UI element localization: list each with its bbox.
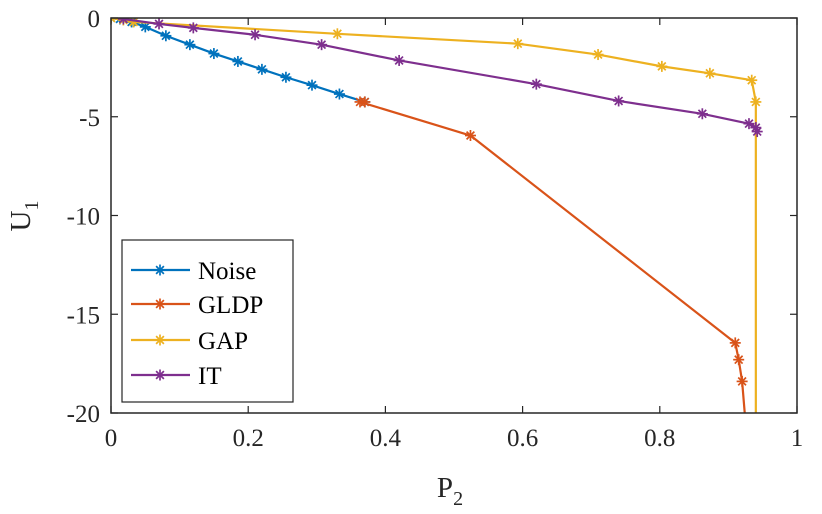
data-point-gldp	[733, 354, 745, 366]
x-tick-label: 0	[105, 425, 118, 452]
data-point-gldp	[354, 96, 366, 108]
data-point-it	[530, 78, 542, 90]
series-clip	[111, 18, 763, 413]
series-it	[117, 18, 763, 138]
data-point-gap	[746, 74, 758, 86]
ticks-layer: 0 0.2 0.4 0.6 0.8 1 0 -5 -10 -15 -20	[67, 6, 804, 452]
data-point-gap	[592, 49, 604, 61]
data-point-gap	[656, 60, 668, 72]
x-tick-label: 0.6	[507, 425, 538, 452]
data-point-it	[696, 108, 708, 120]
data-point-noise	[256, 63, 268, 75]
data-point-gap	[331, 28, 343, 40]
legend: Noise GLDP GAP IT	[121, 239, 294, 403]
data-point-it	[751, 126, 763, 138]
y-tick-label: -15	[67, 302, 100, 329]
data-point-it	[187, 22, 199, 34]
legend-item-noise: Noise	[131, 258, 256, 285]
x-tick-label: 0.4	[370, 425, 402, 452]
data-point-gap	[704, 67, 716, 79]
legend-marker-gap	[154, 334, 166, 346]
series-gldp	[354, 96, 748, 413]
data-point-noise	[306, 79, 318, 91]
data-point-gldp	[464, 130, 476, 142]
series-gap	[111, 18, 762, 413]
x-axis-label: P2	[437, 472, 463, 510]
legend-marker-noise	[154, 264, 166, 276]
y-tick-label: -10	[67, 204, 100, 231]
data-point-it	[117, 18, 129, 25]
legend-items: Noise GLDP GAP IT	[131, 258, 263, 390]
legend-label-it: IT	[198, 363, 222, 390]
x-tick-label: 1	[791, 425, 804, 452]
data-point-gap	[111, 18, 117, 24]
data-point-gap	[750, 96, 762, 108]
data-point-gldp	[729, 337, 741, 349]
data-point-noise	[208, 48, 220, 60]
y-tick-label: -5	[79, 105, 100, 132]
data-point-noise	[232, 55, 244, 67]
legend-item-gap: GAP	[131, 328, 248, 355]
data-point-it	[393, 54, 405, 66]
legend-label-gldp: GLDP	[198, 292, 263, 319]
legend-marker-gldp	[154, 298, 166, 310]
legend-marker-it	[154, 369, 166, 381]
data-point-noise	[184, 39, 196, 51]
data-point-it	[249, 29, 261, 41]
x-axis-label-subscript: 2	[453, 488, 463, 510]
legend-item-it: IT	[131, 363, 222, 390]
legend-item-gldp: GLDP	[131, 292, 263, 319]
data-point-noise	[280, 71, 292, 83]
series-layer	[111, 18, 763, 413]
y-tick-label: -20	[67, 401, 100, 428]
x-tick-label: 0.2	[233, 425, 264, 452]
legend-label-gap: GAP	[198, 328, 248, 355]
data-point-gap	[512, 38, 524, 50]
x-tick-label: 0.8	[644, 425, 675, 452]
data-point-gldp	[736, 375, 748, 387]
y-axis-label-subscript: 1	[21, 201, 43, 211]
y-tick-label: 0	[88, 6, 101, 33]
data-point-noise	[160, 30, 172, 42]
data-point-it	[613, 95, 625, 107]
data-point-noise	[333, 88, 345, 100]
y-axis-label: U1	[5, 201, 43, 232]
data-point-it	[316, 39, 328, 51]
data-point-it	[153, 18, 165, 30]
legend-label-noise: Noise	[198, 258, 256, 285]
